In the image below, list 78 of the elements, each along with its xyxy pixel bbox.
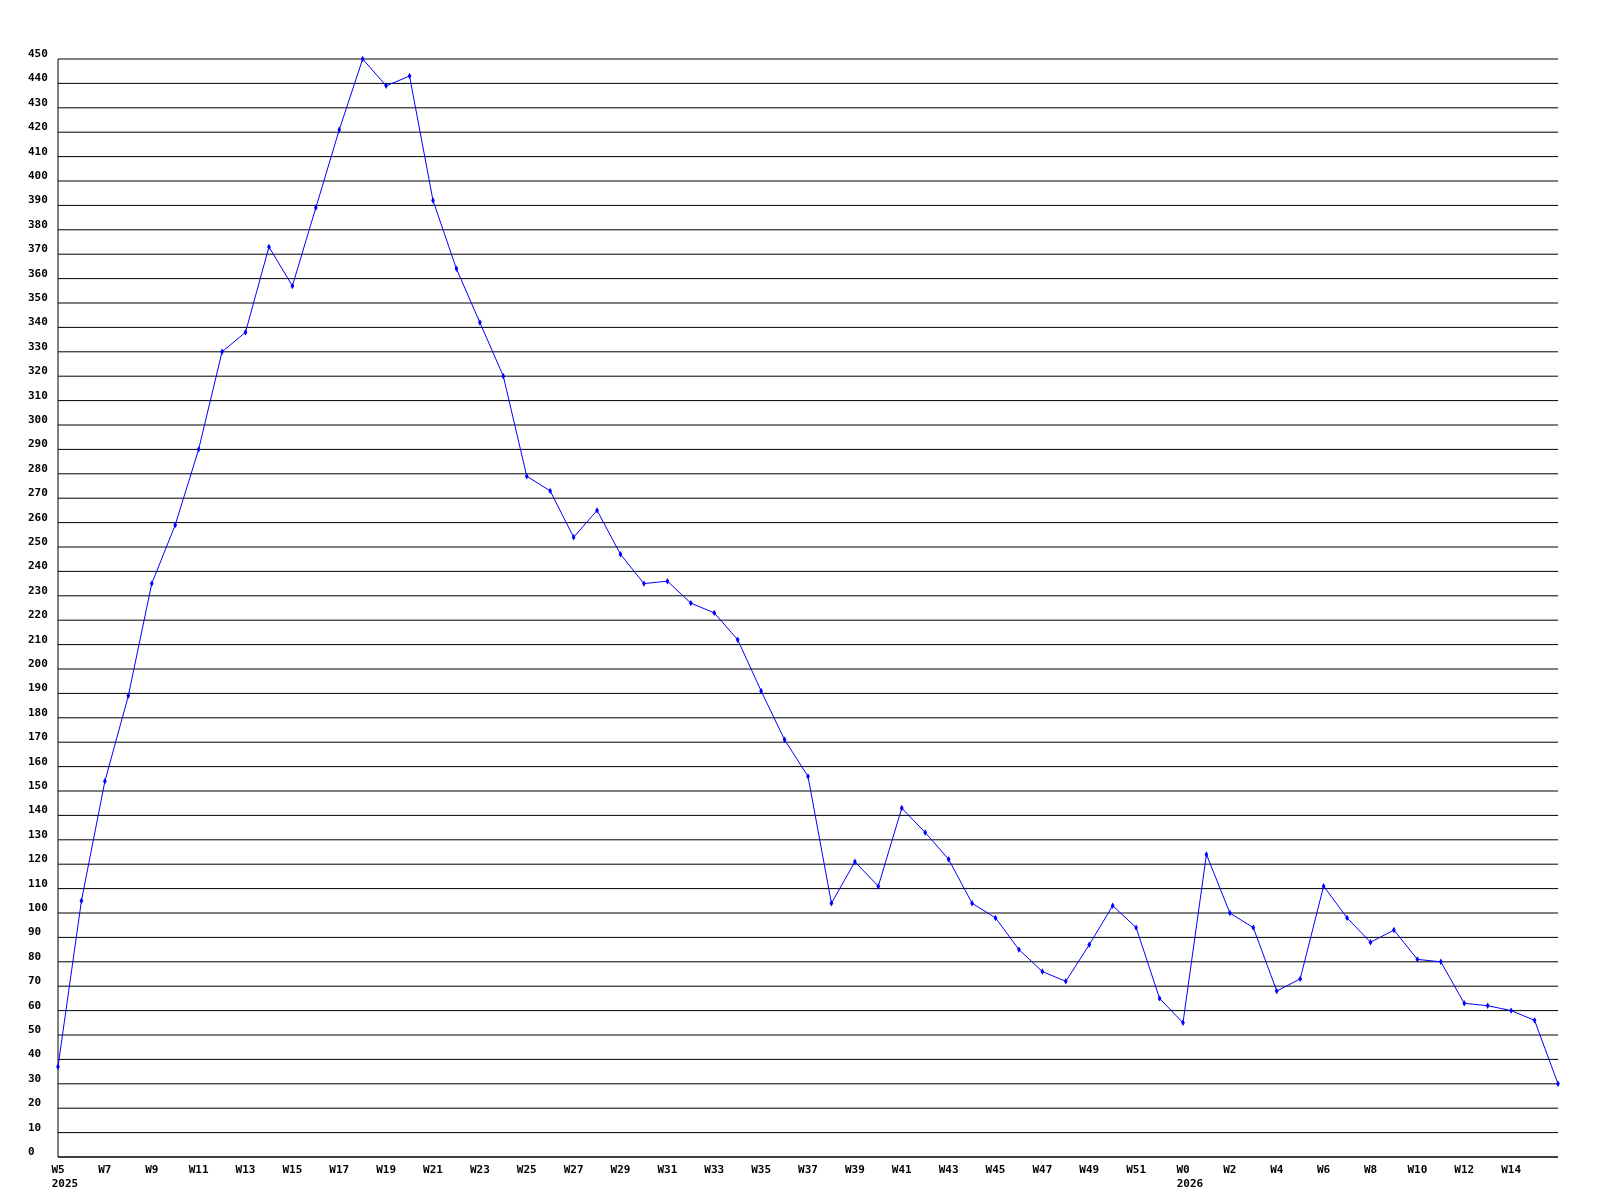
y-tick-label: 310: [28, 388, 48, 402]
y-tick-label: 20: [28, 1096, 42, 1110]
x-tick-label: W12: [1454, 1163, 1475, 1176]
x-tick-label: W6: [1317, 1163, 1331, 1176]
y-tick-label: 260: [28, 510, 48, 524]
y-tick-label: 50: [28, 1023, 42, 1036]
x-tick-label: W25: [516, 1163, 537, 1176]
y-tick-label: 420: [28, 120, 48, 134]
y-tick-label: 130: [28, 827, 48, 841]
x-tick-label: W14: [1501, 1163, 1522, 1176]
y-tick-label: 150: [28, 779, 48, 792]
y-tick-label: 190: [28, 681, 48, 695]
x-tick-label: W10: [1407, 1163, 1428, 1176]
y-tick-label: 60: [28, 998, 42, 1012]
y-tick-label: 240: [28, 559, 48, 573]
y-tick-label: 350: [28, 291, 48, 304]
y-tick-label: 200: [28, 657, 48, 670]
y-tick-label: 10: [28, 1120, 42, 1134]
x-tick-label: W13: [235, 1163, 256, 1176]
x-tick-label: W9: [145, 1163, 159, 1176]
y-tick-label: 210: [28, 632, 48, 646]
y-tick-label: 290: [28, 437, 48, 451]
x-tick-label: W7: [98, 1163, 112, 1176]
x-tick-label: W45: [985, 1163, 1006, 1176]
y-tick-label: 450: [28, 47, 48, 60]
y-tick-label: 220: [28, 608, 48, 622]
x-tick-label: W47: [1032, 1163, 1053, 1176]
x-tick-label: W2: [1223, 1163, 1237, 1176]
y-tick-label: 370: [28, 242, 48, 256]
y-tick-label: 40: [28, 1047, 42, 1061]
y-tick-label: 410: [28, 144, 48, 158]
x-tick-label: W35: [751, 1163, 772, 1176]
x-tick-label: W37: [798, 1163, 818, 1176]
y-tick-label: 280: [28, 461, 48, 475]
y-tick-label: 440: [28, 71, 48, 85]
y-tick-label: 30: [28, 1071, 42, 1085]
x-tick-label: W33: [704, 1163, 725, 1176]
y-tick-label: 180: [28, 705, 48, 719]
y-tick-label: 340: [28, 315, 48, 329]
y-tick-label: 160: [28, 754, 48, 768]
y-tick-label: 320: [28, 364, 48, 378]
y-tick-label: 140: [28, 803, 48, 817]
x-tick-label: W21: [423, 1163, 444, 1176]
x-tick-label: W8: [1363, 1163, 1378, 1176]
y-tick-label: 330: [28, 339, 48, 353]
x-tick-label: W4: [1270, 1163, 1284, 1176]
y-tick-label: 100: [28, 901, 48, 914]
y-tick-label: 70: [28, 974, 42, 988]
y-tick-label: 120: [28, 852, 48, 866]
y-tick-label: 230: [28, 583, 48, 597]
x-tick-label: W27: [563, 1163, 584, 1176]
x-tick-label: W11: [188, 1163, 209, 1176]
x-tick-label: W29: [610, 1163, 631, 1176]
y-tick-label: 430: [28, 95, 48, 109]
x-tick-label: W31: [657, 1163, 678, 1176]
y-tick-label: 90: [28, 925, 42, 939]
x-tick-label: W49: [1079, 1163, 1100, 1176]
y-tick-label: 300: [28, 413, 48, 426]
y-tick-label: 400: [28, 169, 48, 182]
y-tick-label: 0: [28, 1145, 35, 1158]
x-tick-label: W23: [469, 1163, 490, 1176]
y-tick-label: 80: [28, 949, 42, 963]
y-tick-label: 170: [28, 730, 48, 744]
x-tick-label: W5 2025: [51, 1163, 79, 1190]
x-tick-label: W39: [844, 1163, 865, 1176]
y-tick-label: 270: [28, 486, 48, 500]
y-tick-label: 380: [28, 217, 48, 231]
y-tick-label: 360: [28, 266, 48, 280]
x-tick-label: W41: [891, 1163, 913, 1176]
y-tick-label: 110: [28, 876, 48, 890]
x-tick-label: W19: [376, 1163, 397, 1176]
x-tick-label: W0 2026: [1176, 1163, 1204, 1190]
y-tick-label: 250: [28, 535, 48, 548]
x-tick-label: W15: [282, 1163, 303, 1176]
x-tick-label: W17: [329, 1163, 350, 1176]
x-tick-label: W51: [1126, 1163, 1147, 1176]
y-tick-label: 390: [28, 193, 48, 207]
x-tick-label: W43: [938, 1163, 959, 1176]
